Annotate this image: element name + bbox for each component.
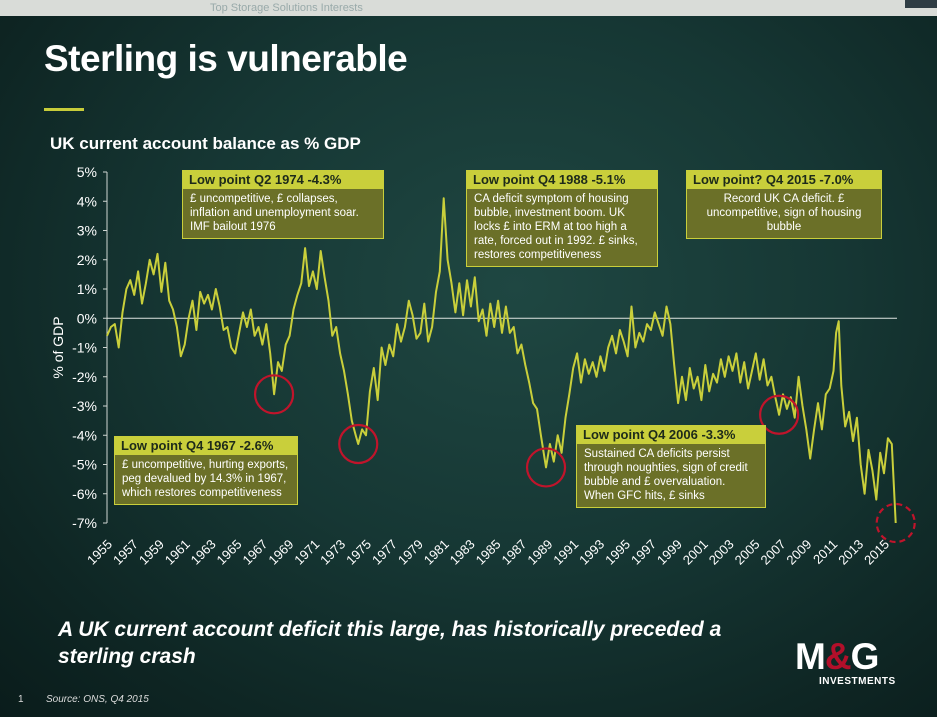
logo-m: M <box>795 636 826 677</box>
logo-mark: M&G <box>795 638 915 676</box>
logo-g: G <box>850 636 880 677</box>
x-tick-label: 1981 <box>421 537 452 568</box>
low-point-circle <box>253 374 295 415</box>
low-point-circle <box>759 394 800 435</box>
x-tick-label: 1955 <box>84 537 115 568</box>
x-tick-label: 1975 <box>343 537 374 568</box>
conclusion-text: A UK current account deficit this large,… <box>58 618 722 668</box>
logo-ampersand: & <box>824 636 852 677</box>
x-tick-label: 1993 <box>576 537 607 568</box>
x-tick-label: 1965 <box>214 537 245 568</box>
callout-2006: Low point Q4 2006 -3.3% Sustained CA def… <box>576 425 766 508</box>
y-tick-label: -7% <box>72 515 97 531</box>
callout-1967-head: Low point Q4 1967 -2.6% <box>115 437 297 455</box>
y-tick-label: 0% <box>77 310 97 326</box>
low-point-circle <box>525 447 567 488</box>
y-tick-label: -1% <box>72 340 97 356</box>
y-tick-label: -3% <box>72 398 97 414</box>
window-top-strip: Top Storage Solutions Interests <box>0 0 937 16</box>
x-tick-label: 1989 <box>524 537 555 568</box>
x-tick-label: 1969 <box>265 537 296 568</box>
x-tick-label: 2011 <box>810 537 840 567</box>
callout-1974-head: Low point Q2 1974 -4.3% <box>183 171 383 189</box>
x-tick-label: 2005 <box>732 537 763 568</box>
mg-investments-logo: M&G INVESTMENTS <box>795 638 915 698</box>
x-tick-label: 1979 <box>395 537 426 568</box>
callout-1974: Low point Q2 1974 -4.3% £ uncompetitive,… <box>182 170 384 239</box>
x-tick-label: 1995 <box>602 537 633 568</box>
y-tick-label: 1% <box>77 281 97 297</box>
callout-2015: Low point? Q4 2015 -7.0% Record UK CA de… <box>686 170 882 239</box>
callout-1988: Low point Q4 1988 -5.1% CA deficit sympt… <box>466 170 658 267</box>
slide-title: Sterling is vulnerable <box>44 38 408 79</box>
callout-1988-body: CA deficit symptom of housing bubble, in… <box>474 193 638 261</box>
callout-2006-head: Low point Q4 2006 -3.3% <box>577 426 765 444</box>
x-tick-label: 1987 <box>498 537 529 568</box>
series-line <box>106 197 897 524</box>
x-tick-label: 1961 <box>162 537 193 568</box>
title-underline <box>44 108 84 111</box>
y-tick-label: -6% <box>72 486 97 502</box>
slide: Sterling is vulnerable UK current accoun… <box>0 16 937 717</box>
x-tick-label: 2001 <box>680 537 711 568</box>
window-corner <box>905 0 937 8</box>
y-tick-label: -2% <box>72 369 97 385</box>
x-tick-label: 1963 <box>188 537 219 568</box>
window-ghost-text: Top Storage Solutions Interests <box>210 2 363 14</box>
source-note: Source: ONS, Q4 2015 <box>46 694 149 705</box>
callout-2015-body: Record UK CA deficit. £ uncompetitive, s… <box>706 193 862 233</box>
callout-1988-head: Low point Q4 1988 -5.1% <box>467 171 657 189</box>
y-tick-label: -4% <box>72 427 97 443</box>
x-tick-label: 1973 <box>317 537 348 568</box>
chart-title: UK current account balance as % GDP <box>50 134 361 153</box>
x-tick-label: 2003 <box>706 537 737 568</box>
callout-1974-body: £ uncompetitive, £ collapses, inflation … <box>190 193 359 233</box>
x-tick-label: 1991 <box>550 537 581 568</box>
x-tick-label: 2013 <box>835 537 866 568</box>
y-tick-label: 3% <box>77 223 97 239</box>
callout-1967: Low point Q4 1967 -2.6% £ uncompetitive,… <box>114 436 298 505</box>
chart: 5% 4% 3% 2% 1% 0% -1% -2% -3% -4% -5% -6% -7% % of GD… <box>50 164 916 568</box>
callout-2006-body: Sustained CA deficits persist through no… <box>584 448 748 502</box>
x-tick-label: 1967 <box>239 537 270 568</box>
x-tick-label: 1957 <box>110 537 141 568</box>
y-tick-label: -5% <box>72 457 97 473</box>
x-tick-label: 2009 <box>783 537 814 568</box>
y-tick-label: 5% <box>77 164 97 180</box>
callout-1967-body: £ uncompetitive, hurting exports, peg de… <box>122 459 289 499</box>
x-tick-label: 2015 <box>861 537 892 568</box>
x-tick-label: 1977 <box>369 537 400 568</box>
y-tick-label: 4% <box>77 193 97 209</box>
x-tick-label: 2007 <box>758 537 789 568</box>
logo-subtitle: INVESTMENTS <box>819 676 896 687</box>
x-tick-label: 1999 <box>654 537 685 568</box>
low-point-circle <box>875 502 916 544</box>
x-tick-label: 1971 <box>291 537 322 568</box>
low-point-circle <box>338 423 379 465</box>
x-tick-label: 1997 <box>628 537 659 568</box>
y-tick-label: 2% <box>77 252 97 268</box>
x-tick-label: 1959 <box>136 537 167 568</box>
callout-2015-head: Low point? Q4 2015 -7.0% <box>687 171 881 189</box>
page-number: 1 <box>18 694 24 705</box>
x-tick-label: 1985 <box>473 537 504 568</box>
x-tick-label: 1983 <box>447 537 478 568</box>
y-axis-label: % of GDP <box>50 316 66 378</box>
